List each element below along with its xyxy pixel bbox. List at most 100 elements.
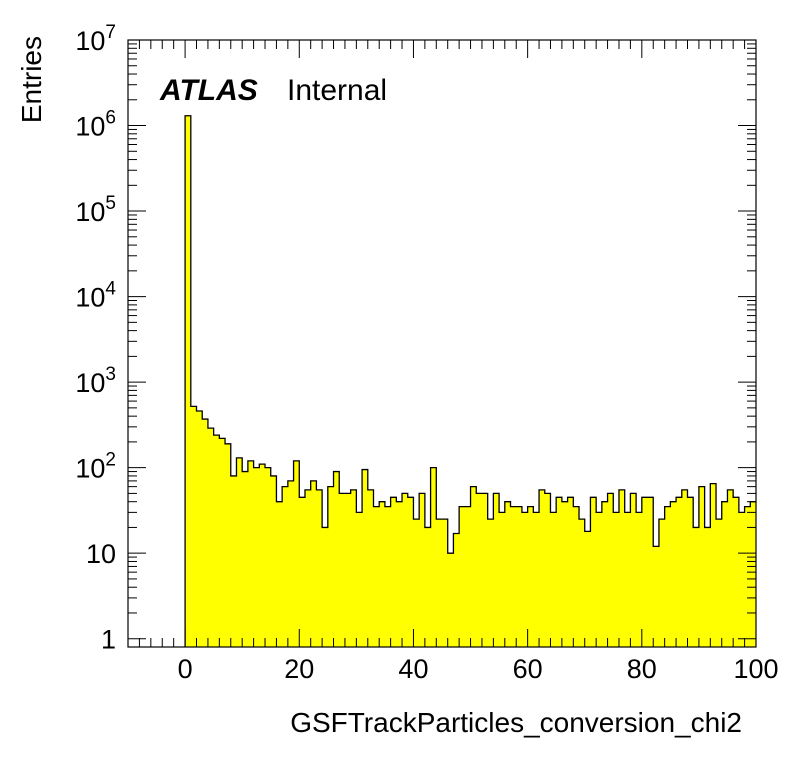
axis-ticks: [127, 39, 757, 647]
histogram-bin: [196, 410, 203, 647]
y-axis-title: Entries: [16, 36, 47, 123]
histogram-bin: [596, 512, 603, 647]
histogram-bin: [213, 435, 220, 647]
histogram-bin: [316, 489, 323, 647]
histogram-bin: [242, 471, 249, 647]
x-tick-label: 80: [627, 654, 657, 684]
histogram-bin: [424, 527, 431, 647]
histogram-bin: [413, 519, 420, 647]
y-tick-label: 103: [75, 364, 116, 398]
histogram-bin: [185, 115, 192, 647]
histogram-bin: [447, 553, 454, 647]
histogram-bin: [362, 469, 369, 647]
histogram-bin: [499, 512, 506, 647]
histogram-bin: [339, 493, 346, 647]
histogram-bin: [613, 512, 620, 647]
histogram-bin: [487, 519, 494, 647]
histogram-bin: [510, 506, 517, 647]
histogram-bin: [253, 467, 260, 647]
histogram-bin: [716, 519, 723, 647]
histogram-bin: [327, 486, 334, 647]
histogram-bin: [396, 501, 403, 647]
histogram-bin: [750, 501, 757, 647]
histogram-bin: [573, 506, 580, 647]
histogram-bin: [373, 506, 380, 647]
histogram-bin: [601, 501, 608, 647]
histogram-bin: [481, 493, 488, 647]
histogram-bin: [516, 506, 523, 647]
histogram-bin: [590, 497, 597, 647]
histogram-bin: [607, 493, 614, 647]
histogram-bin: [493, 493, 500, 647]
histogram-bin: [333, 471, 340, 647]
histogram-bin: [367, 489, 374, 647]
x-tick-label: 40: [398, 654, 428, 684]
histogram-bin: [430, 467, 437, 647]
histogram-bin: [647, 497, 654, 647]
histogram-bin: [293, 460, 300, 647]
histogram-bin: [202, 419, 209, 647]
plot-frame: [127, 39, 757, 648]
histogram-bin: [402, 493, 409, 647]
histogram-bin: [230, 475, 237, 647]
histogram-bin: [550, 512, 557, 647]
histogram-bin: [464, 506, 471, 647]
histogram-bin: [664, 506, 671, 647]
histogram-bin: [744, 506, 751, 647]
y-tick-label: 104: [75, 279, 116, 313]
histogram-bin: [630, 493, 637, 647]
histogram-bin: [641, 497, 648, 647]
y-tick-label: 107: [75, 22, 116, 56]
histogram-bin: [618, 489, 625, 647]
histogram-bin: [379, 501, 386, 647]
histogram-bin: [207, 428, 214, 647]
y-tick-label: 10: [86, 539, 116, 569]
histogram-bin: [287, 480, 294, 647]
x-tick-label: 60: [513, 654, 543, 684]
histogram-bin: [658, 519, 665, 647]
histogram-bin: [470, 486, 477, 647]
histogram-bin: [225, 443, 232, 647]
histogram-bin: [527, 506, 534, 647]
histogram-bin: [407, 497, 414, 647]
internal-label: Internal: [287, 74, 387, 107]
x-tick-label: 100: [733, 654, 778, 684]
histogram-bin: [676, 497, 683, 647]
histogram-bin: [721, 501, 728, 647]
histogram-bin: [276, 501, 283, 647]
y-tick-label: 106: [75, 108, 116, 142]
histogram-bin: [693, 527, 700, 647]
histogram-bin: [561, 501, 568, 647]
histogram-bin: [476, 493, 483, 647]
histogram-bin: [539, 489, 546, 647]
histogram-bin: [556, 497, 563, 647]
histogram-bin: [265, 467, 272, 647]
histogram-bin: [584, 531, 591, 647]
histogram-bin: [533, 512, 540, 647]
y-tick-label: 102: [75, 450, 116, 484]
histogram-bin: [219, 438, 226, 647]
x-tick-labels: 0 20 40 60 80 100: [178, 654, 779, 684]
histogram-bin: [322, 527, 329, 647]
x-tick-label: 0: [178, 654, 193, 684]
histogram-bin: [544, 493, 551, 647]
histogram-outline: [184, 115, 756, 647]
x-tick-label: 20: [284, 654, 314, 684]
histogram-bin: [710, 483, 717, 647]
histogram-bin: [504, 501, 511, 647]
y-tick-label: 105: [75, 193, 116, 227]
y-tick-labels: 1 10 102 103 104 105 106 107: [75, 22, 116, 655]
histogram-bin: [282, 486, 289, 647]
histogram-bin: [419, 493, 426, 647]
histogram-bin: [270, 475, 277, 647]
histogram-bin: [190, 406, 197, 647]
histogram-bin: [727, 489, 734, 647]
histogram-bin: [453, 533, 460, 647]
histogram-bin: [384, 506, 391, 647]
histogram-bin: [442, 519, 449, 647]
histogram-bin: [567, 497, 574, 647]
atlas-label: ATLAS: [159, 74, 258, 107]
histogram-bin: [350, 489, 357, 647]
y-tick-label: 1: [101, 625, 116, 655]
histogram-bars: [184, 115, 757, 647]
